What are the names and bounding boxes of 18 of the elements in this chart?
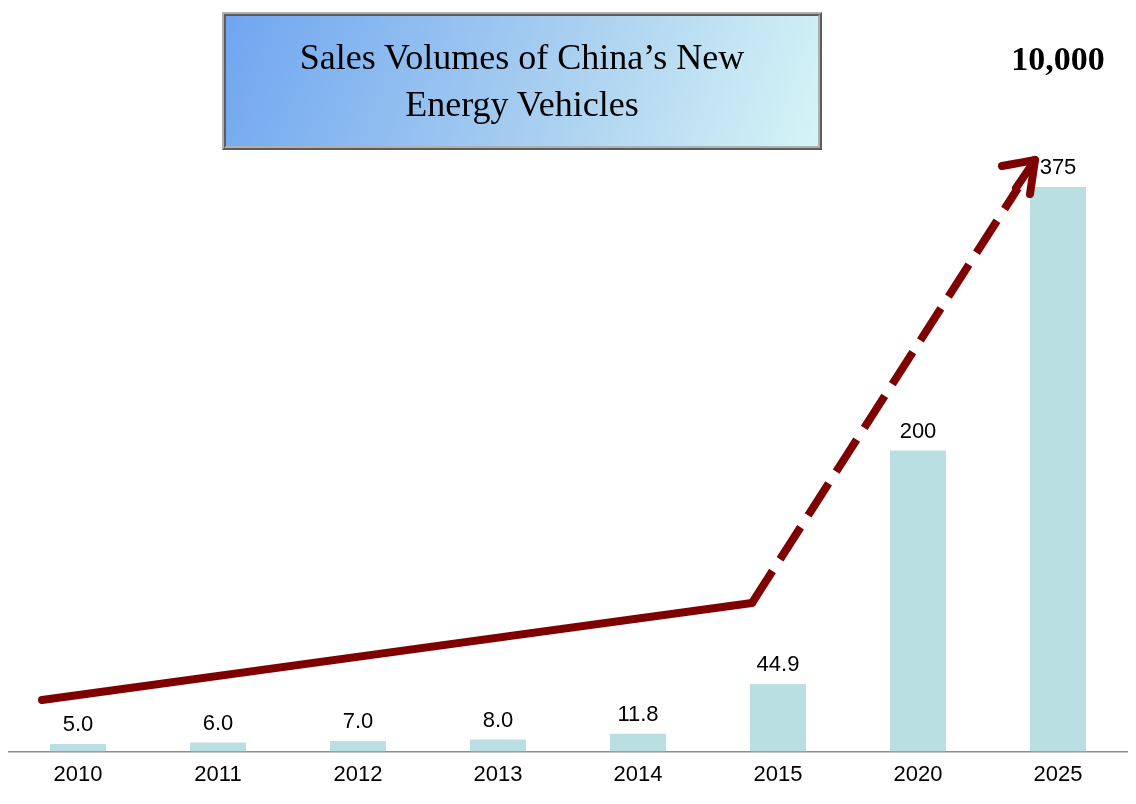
chart-title: Sales Volumes of China’s New Energy Vehicles — [298, 36, 746, 126]
x-tick-label: 2025 — [1033, 760, 1083, 786]
data-label: 8.0 — [482, 706, 514, 732]
data-label: 200 — [899, 417, 937, 443]
x-tick-label: 2010 — [53, 760, 103, 786]
text: 10,000 — [1011, 39, 1105, 77]
x-tick-label: 2020 — [893, 760, 943, 786]
data-label: 44.9 — [756, 651, 800, 677]
x-tick-label: 2014 — [613, 760, 663, 786]
data-label: 7.0 — [342, 708, 374, 734]
x-tick-label: 2012 — [333, 760, 383, 786]
data-label: 11.8 — [617, 700, 659, 726]
x-tick-label: 2015 — [753, 760, 803, 786]
x-tick-label: 2013 — [473, 760, 523, 786]
data-label: 6.0 — [202, 709, 234, 735]
x-tick-label: 2011 — [194, 760, 242, 786]
data-label: 375 — [1039, 154, 1077, 180]
data-label: 5.0 — [62, 711, 94, 737]
